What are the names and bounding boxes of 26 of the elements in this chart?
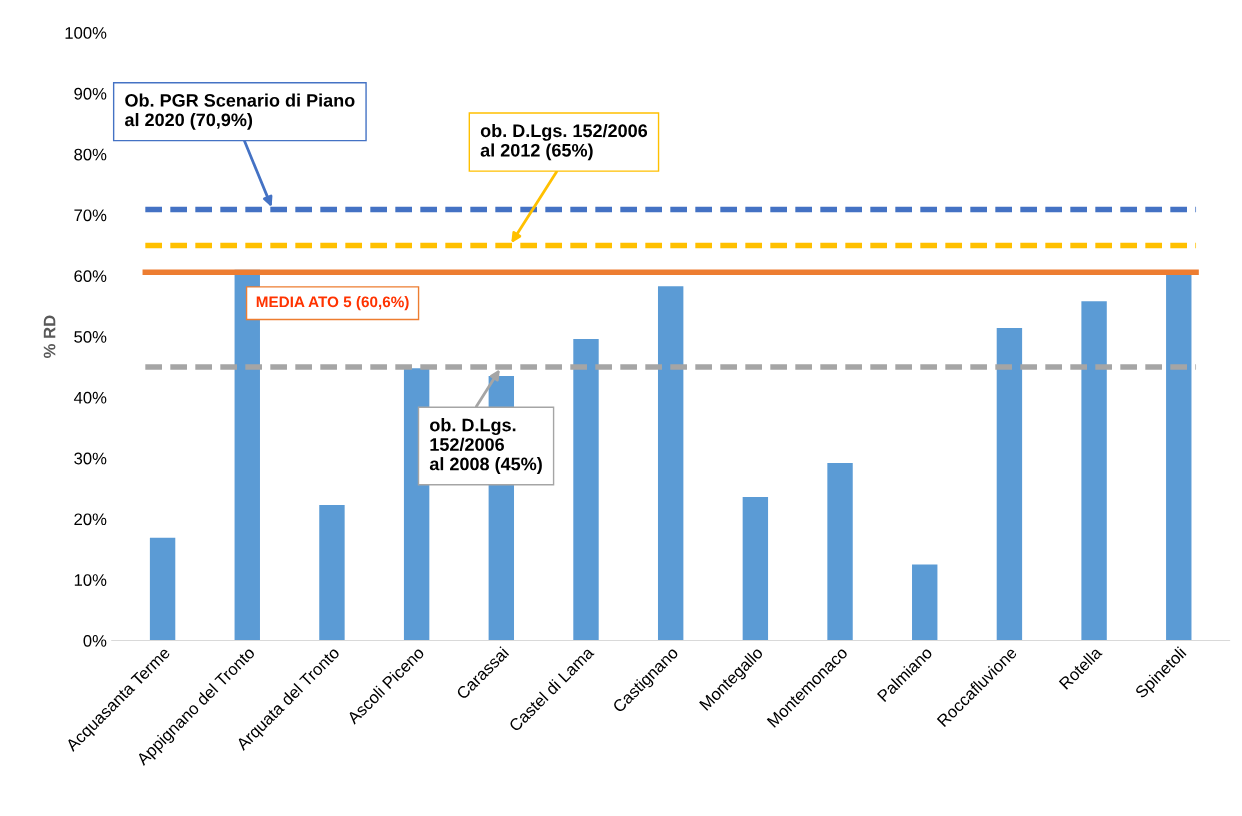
ref-line-label: Ob. PGR Scenario di Piano al 2020 (70,9%) bbox=[125, 93, 355, 130]
y-tick-label: 100% bbox=[65, 27, 107, 39]
bar bbox=[996, 328, 1023, 641]
y-tick-label: 80% bbox=[74, 148, 107, 161]
bar bbox=[912, 564, 938, 641]
y-tick-label: 30% bbox=[74, 452, 107, 465]
y-tick-label: 20% bbox=[74, 513, 107, 526]
bar bbox=[149, 537, 176, 641]
y-tick-label: 10% bbox=[74, 574, 107, 586]
y-axis-title: % RD bbox=[43, 315, 56, 358]
bar bbox=[657, 286, 684, 641]
bar bbox=[319, 504, 345, 641]
ref-line-label: ob. D.Lgs. 152/2006 al 2012 (65%) bbox=[480, 123, 648, 161]
y-tick-label: 90% bbox=[74, 87, 107, 100]
bar bbox=[573, 339, 599, 641]
bar bbox=[742, 497, 769, 641]
y-tick-label: 50% bbox=[74, 331, 107, 343]
y-tick-label: 60% bbox=[74, 270, 107, 283]
bar bbox=[827, 463, 853, 641]
y-tick-label: 70% bbox=[74, 209, 107, 222]
y-tick-label: 40% bbox=[73, 391, 107, 404]
bar bbox=[1166, 273, 1192, 641]
ref-line-label: MEDIA ATO 5 (60,6%) bbox=[256, 296, 409, 311]
y-tick-label: 0% bbox=[83, 634, 107, 647]
bar bbox=[1081, 301, 1107, 641]
legend-label: ob. D.Lgs. 152/2006 al 2008 (45%) bbox=[429, 418, 542, 474]
